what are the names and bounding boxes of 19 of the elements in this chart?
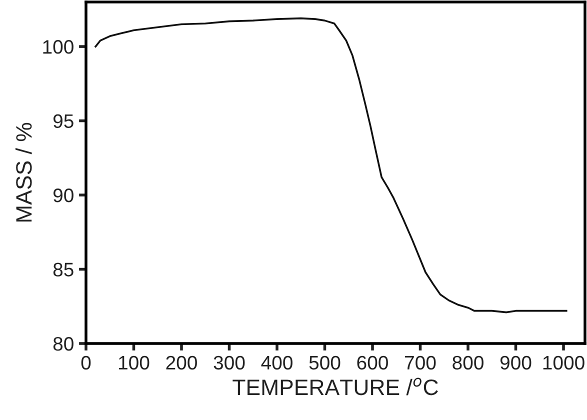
y-tick-label: 80 [53,336,74,351]
x-axis-title: TEMPERATURE /$^{o}$C [232,378,438,396]
y-tick-label: 90 [53,188,74,202]
x-tick-label: 300 [214,356,245,370]
x-tick-label: 200 [166,356,197,370]
x-tick-label: 400 [261,356,292,370]
x-tick-label: 900 [500,356,532,370]
x-tick-label: 800 [452,356,484,370]
x-tick-label: 1000 [543,356,584,370]
line-series [94,17,568,314]
x-tick-label: 100 [119,356,150,370]
x-tick-label: 600 [357,356,388,370]
y-tick-label: 95 [53,114,74,128]
x-tick-label: 0 [81,356,91,370]
x-tick-label: 700 [405,356,436,370]
y-axis-title: MASS / % [15,122,32,222]
y-tick-label: 85 [53,262,74,276]
x-tick-label: 500 [309,356,340,370]
y-tick-label: 100 [43,40,74,54]
